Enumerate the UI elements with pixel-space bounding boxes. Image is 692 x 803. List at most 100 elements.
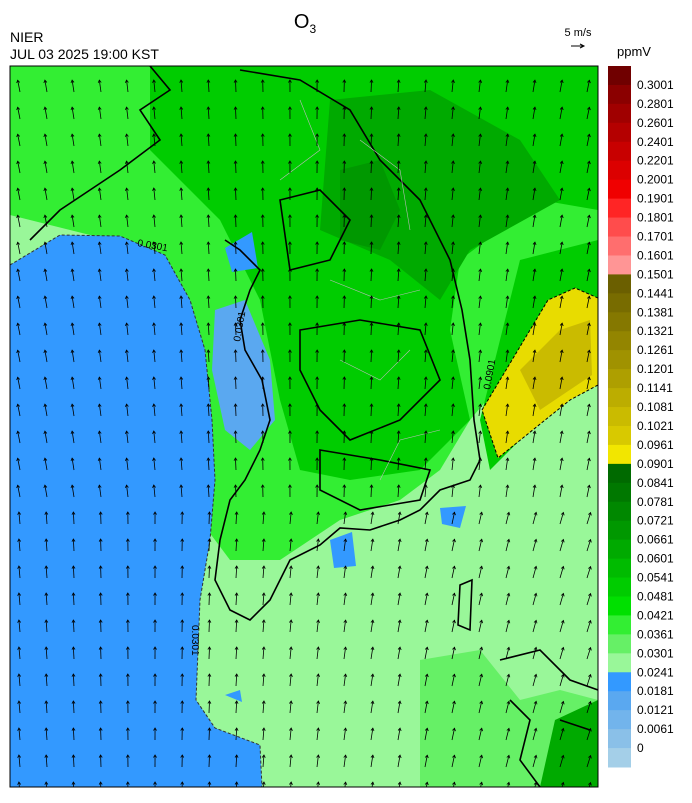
colorbar-label: 0.2601 <box>637 116 674 130</box>
colorbar-label: 0.0241 <box>637 665 674 679</box>
wind-arrow <box>153 782 156 794</box>
colorbar-box <box>608 180 631 199</box>
colorbar-box <box>608 369 631 388</box>
wind-arrow <box>72 782 75 794</box>
wind-arrow <box>208 782 211 794</box>
colorbar-label: 0.0961 <box>637 438 674 452</box>
colorbar-box <box>608 710 631 729</box>
colorbar-label: 0.0781 <box>637 495 674 509</box>
colorbar-label: 0.2001 <box>637 173 674 187</box>
colorbar-box <box>608 293 631 312</box>
title: O3 <box>294 11 317 36</box>
colorbar-box <box>608 578 631 597</box>
colorbar-label: 0.0301 <box>637 646 674 660</box>
colorbar-label: 0.1321 <box>637 324 674 338</box>
colorbar-label: 0.1381 <box>637 305 674 319</box>
colorbar-box <box>608 502 631 521</box>
agency: NIER <box>10 29 43 45</box>
colorbar-label: 0.0601 <box>637 552 674 566</box>
colorbar-box <box>608 142 631 161</box>
wind-arrow <box>425 782 428 794</box>
colorbar-box <box>608 653 631 672</box>
wind-shaft <box>235 107 236 119</box>
colorbar-box <box>608 615 631 634</box>
colorbar-label: 0.0721 <box>637 514 674 528</box>
colorbar-unit: ppmV <box>617 44 651 59</box>
colorbar-label: 0.0361 <box>637 627 674 641</box>
colorbar-label: 0.1801 <box>637 211 674 225</box>
colorbar-box <box>608 350 631 369</box>
wind-shaft <box>235 188 236 200</box>
wind-shaft <box>235 350 236 362</box>
wind-arrow <box>452 782 455 794</box>
wind-shaft <box>235 431 236 443</box>
colorbar-label: 0.1701 <box>637 230 674 244</box>
wind-shaft <box>235 404 236 416</box>
colorbar-box <box>608 748 631 767</box>
colorbar-label: 0.3001 <box>637 78 674 92</box>
wind-arrow <box>126 782 129 794</box>
colorbar-box <box>608 312 631 331</box>
wind-scale-label: 5 m/s <box>565 27 592 39</box>
colorbar-box <box>608 161 631 180</box>
colorbar-box <box>608 691 631 710</box>
wind-arrow <box>371 782 374 794</box>
colorbar-label: 0.1901 <box>637 192 674 206</box>
colorbar: 0.30010.28010.26010.24010.22010.20010.19… <box>608 66 674 768</box>
datetime: JUL 03 2025 19:00 KST <box>10 46 159 62</box>
colorbar-label: 0.0061 <box>637 722 674 736</box>
wind-arrow <box>235 782 238 794</box>
wind-arrow <box>317 782 320 794</box>
colorbar-box <box>608 199 631 218</box>
colorbar-label: 0.0841 <box>637 476 674 490</box>
colorbar-box <box>608 407 631 426</box>
title-sub: 3 <box>309 22 316 36</box>
colorbar-box <box>608 445 631 464</box>
colorbar-box <box>608 426 631 445</box>
colorbar-box <box>608 521 631 540</box>
wind-scale-arrow <box>571 44 584 48</box>
colorbar-box <box>608 672 631 691</box>
colorbar-box <box>608 85 631 104</box>
colorbar-label: 0.1501 <box>637 267 674 281</box>
colorbar-label: 0.1141 <box>637 381 673 395</box>
colorbar-box <box>608 218 631 237</box>
colorbar-box <box>608 464 631 483</box>
wind-shaft <box>235 269 236 281</box>
colorbar-label: 0.1601 <box>637 248 674 262</box>
colorbar-label: 0.0181 <box>637 684 674 698</box>
colorbar-box <box>608 66 631 85</box>
contour-label: 0.0301 <box>189 625 200 656</box>
colorbar-box <box>608 483 631 502</box>
wind-arrow <box>18 782 21 794</box>
wind-shaft <box>235 485 236 497</box>
colorbar-label: 0 <box>637 741 644 755</box>
colorbar-label: 0.1081 <box>637 400 674 414</box>
colorbar-box <box>608 123 631 142</box>
wind-shaft <box>235 134 236 146</box>
colorbar-label: 0.2201 <box>637 154 674 168</box>
colorbar-box <box>608 388 631 407</box>
colorbar-label: 0.2801 <box>637 97 674 111</box>
wind-arrow <box>99 782 102 794</box>
colorbar-label: 0.0481 <box>637 589 674 603</box>
colorbar-box <box>608 104 631 123</box>
colorbar-label: 0.1021 <box>637 419 674 433</box>
wind-arrow <box>45 782 48 794</box>
colorbar-label: 0.0421 <box>637 608 674 622</box>
colorbar-label: 0.1201 <box>637 362 674 376</box>
colorbar-label: 0.0541 <box>637 571 674 585</box>
wind-shaft <box>235 161 236 173</box>
wind-arrow <box>181 782 184 794</box>
colorbar-box <box>608 237 631 256</box>
map: 0.0301 0.0301 0.0901 0.0301 <box>10 66 598 794</box>
colorbar-box <box>608 634 631 653</box>
colorbar-box <box>608 255 631 274</box>
wind-arrow <box>398 782 401 794</box>
colorbar-box <box>608 274 631 293</box>
colorbar-box <box>608 559 631 578</box>
colorbar-label: 0.0901 <box>637 457 674 471</box>
colorbar-label: 0.1441 <box>637 286 674 300</box>
colorbar-label: 0.1261 <box>637 343 674 357</box>
